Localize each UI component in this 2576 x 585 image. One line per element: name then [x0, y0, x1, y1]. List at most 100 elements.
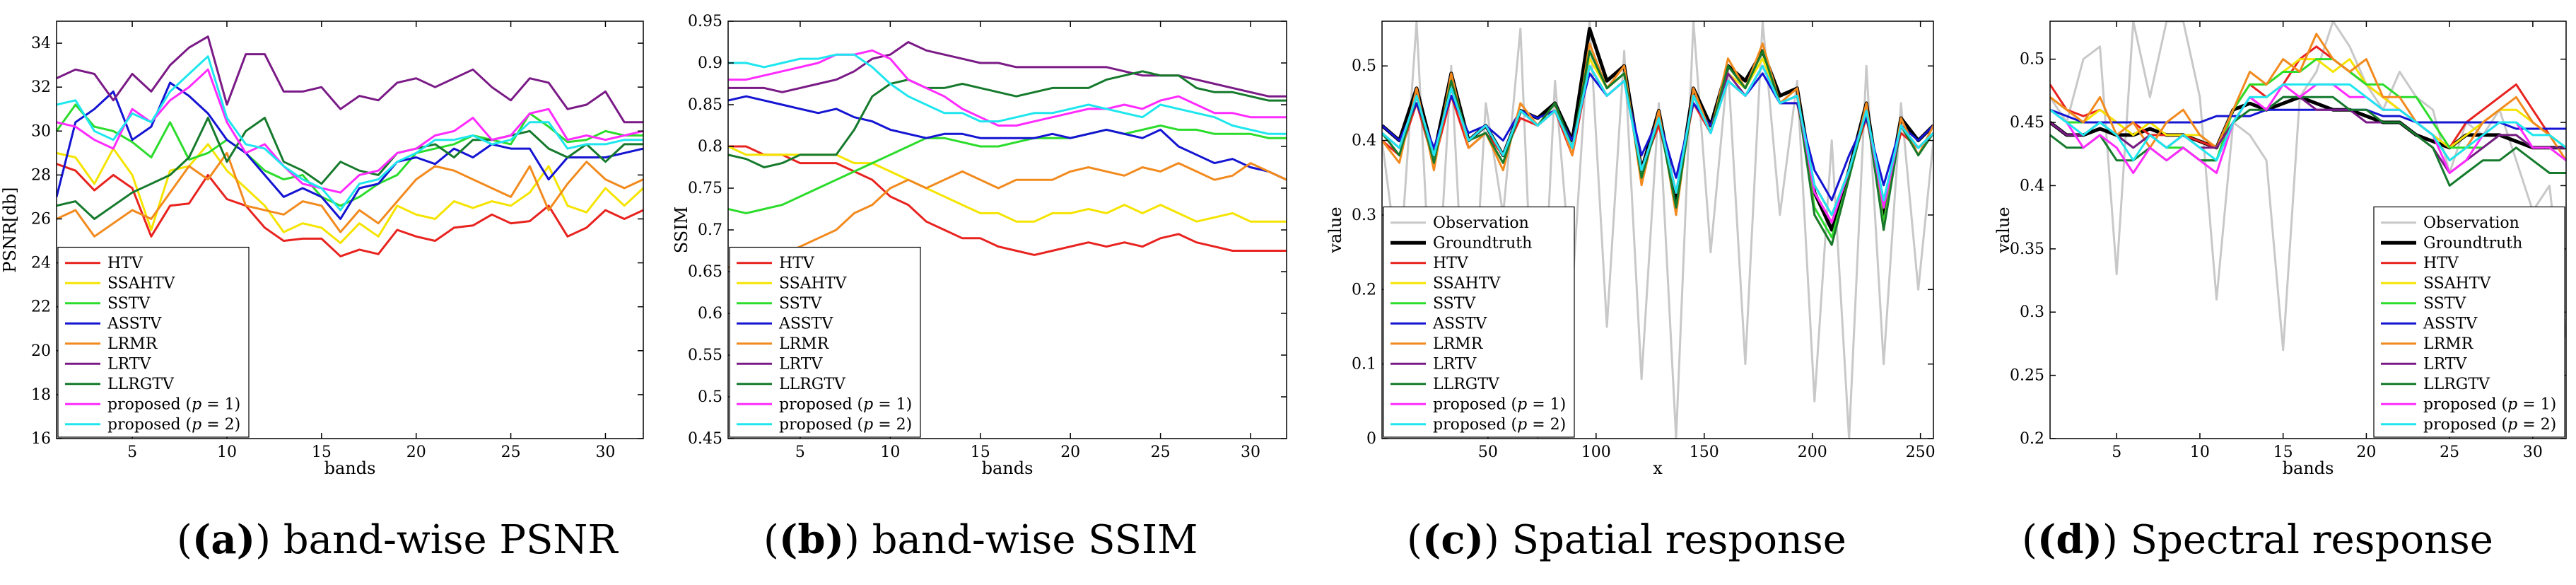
x-axis-label: bands: [324, 458, 376, 478]
series-line-htv: [728, 145, 1287, 256]
series-line-lrtv: [1382, 64, 1933, 224]
svg-text:SSAHTV: SSAHTV: [2423, 274, 2492, 292]
series-line-proposed-p-2: [2050, 83, 2566, 162]
y-tick-label: 0.3: [1352, 207, 1376, 224]
series-line-proposed-p-2: [728, 53, 1287, 135]
svg-text:ASSTV: ASSTV: [1432, 315, 1487, 332]
svg-text:LRTV: LRTV: [2423, 355, 2467, 373]
y-tick-label: 24: [31, 255, 51, 272]
x-tick-label: 15: [312, 444, 332, 461]
series-line-proposed-p-1: [728, 49, 1287, 127]
svg-text:proposed (p = 1): proposed (p = 1): [779, 395, 912, 413]
legend: HTV SSAHTV SSTV ASSTV LRMR LRTV LLRGTV proposed…: [57, 246, 250, 438]
caption-c-label: (c): [1422, 516, 1484, 563]
svg-text:LLRGTV: LLRGTV: [2423, 376, 2490, 393]
y-tick-label: 34: [31, 35, 51, 52]
svg-text:proposed (p = 2): proposed (p = 2): [107, 416, 240, 434]
caption-a-text: band-wise PSNR: [283, 517, 618, 563]
x-tick-label: 10: [880, 444, 900, 461]
x-tick-label: 15: [971, 444, 990, 461]
y-tick-label: 0.75: [688, 180, 722, 197]
series-line-asstv: [2050, 108, 2566, 130]
x-tick-label: 20: [2356, 444, 2376, 461]
y-axis-label: value: [1325, 207, 1345, 253]
svg-text:proposed (p = 1): proposed (p = 1): [1433, 395, 1566, 413]
y-tick-label: 0.4: [1352, 132, 1376, 150]
y-tick-label: 30: [31, 122, 51, 140]
y-axis-label: value: [1994, 207, 2013, 253]
x-tick-label: 5: [2112, 444, 2121, 461]
series-line-ssahtv: [1382, 57, 1933, 224]
series-line-llrgtv: [57, 117, 643, 220]
y-tick-label: 20: [31, 342, 51, 360]
svg-text:LRMR: LRMR: [779, 335, 830, 353]
axes-frame: [1381, 21, 1934, 439]
x-tick-label: 15: [2273, 444, 2293, 461]
series-line-sstv: [728, 124, 1287, 214]
x-tick-label: 30: [595, 444, 615, 461]
series-line-lrmr: [728, 162, 1287, 269]
caption-b-label: (b): [778, 516, 845, 563]
svg-text:SSTV: SSTV: [2423, 295, 2466, 313]
caption-d-text: Spectral response: [2130, 517, 2493, 563]
legend: HTV SSAHTV SSTV ASSTV LRMR LRTV LLRGTV proposed…: [729, 246, 921, 438]
series-line-ssahtv: [2050, 58, 2566, 149]
x-tick-label: 250: [1906, 444, 1936, 461]
x-tick-label: 50: [1478, 444, 1498, 461]
y-axis-label: SSIM: [672, 207, 691, 254]
y-tick-label: 0.5: [2020, 51, 2044, 69]
series-line-lrtv: [728, 41, 1287, 98]
caption-a-label: (a): [192, 516, 256, 563]
y-tick-label: 0.5: [698, 388, 722, 406]
chart-2: 5 10 15 20 25 30 0.45 0.5 0.55 0.6 0.65 0.7 0.75 0.8 0…: [672, 13, 1287, 478]
svg-text:LRTV: LRTV: [1433, 355, 1477, 373]
x-tick-label: 100: [1581, 444, 1611, 461]
svg-text:proposed (p = 1): proposed (p = 1): [107, 395, 240, 413]
y-tick-label: 0.8: [698, 138, 722, 156]
svg-text:SSAHTV: SSAHTV: [107, 274, 176, 292]
series-line-lrmr: [2050, 33, 2566, 162]
svg-text:ASSTV: ASSTV: [2423, 315, 2478, 332]
chart-1: 5 10 15 20 25 30 16 18 20 22 24 26 28 30 32 34 bands PSNR…: [0, 21, 644, 478]
svg-text:HTV: HTV: [2423, 255, 2459, 272]
svg-text:ASSTV: ASSTV: [107, 315, 162, 332]
axes-frame: [2049, 21, 2567, 439]
chart-4: 5 10 15 20 25 30 0.2 0.25 0.3 0.35 0.4 0.45 0.5 bands…: [1994, 21, 2567, 478]
y-tick-label: 0: [1366, 430, 1376, 448]
svg-text:ASSTV: ASSTV: [778, 315, 833, 332]
svg-text:HTV: HTV: [1433, 255, 1469, 272]
y-tick-label: 0.55: [688, 347, 722, 364]
series-line-proposed-p-2: [57, 55, 643, 212]
svg-text:Groundtruth: Groundtruth: [1433, 234, 1532, 252]
series-line-llrgtv: [728, 70, 1287, 168]
y-tick-label: 22: [31, 299, 51, 316]
caption-a: ((a)) band-wise PSNR: [177, 516, 618, 563]
y-tick-label: 0.3: [2020, 303, 2044, 321]
caption-c: ((c)) Spatial response: [1407, 516, 1846, 563]
x-tick-label: 25: [1151, 444, 1171, 461]
svg-text:proposed (p = 2): proposed (p = 2): [779, 416, 912, 434]
series-line-proposed-p-1: [2050, 83, 2566, 174]
svg-text:LLRGTV: LLRGTV: [107, 376, 175, 393]
legend: Observation Groundtruth HTV SSAHTV SSTV ASSTV…: [2373, 206, 2565, 438]
x-tick-label: 25: [2440, 444, 2459, 461]
svg-text:LLRGTV: LLRGTV: [779, 376, 846, 393]
svg-text:SSAHTV: SSAHTV: [779, 274, 848, 292]
x-tick-label: 20: [406, 444, 426, 461]
svg-text:Observation: Observation: [2423, 214, 2519, 232]
caption-d: ((d)) Spectral response: [2022, 516, 2493, 563]
y-tick-label: 0.35: [2010, 241, 2044, 258]
svg-text:HTV: HTV: [779, 255, 815, 272]
series-line-htv: [1382, 64, 1933, 216]
svg-text:HTV: HTV: [107, 255, 144, 272]
svg-text:SSTV: SSTV: [1433, 295, 1476, 313]
svg-text:LLRGTV: LLRGTV: [1433, 376, 1500, 393]
series-line-sstv: [57, 103, 643, 207]
svg-text:SSTV: SSTV: [779, 295, 822, 313]
series-line-ssahtv: [57, 143, 643, 245]
x-tick-label: 20: [1060, 444, 1080, 461]
y-tick-label: 0.5: [1352, 57, 1376, 75]
y-tick-label: 0.85: [688, 96, 722, 114]
y-tick-label: 0.45: [2010, 114, 2044, 132]
